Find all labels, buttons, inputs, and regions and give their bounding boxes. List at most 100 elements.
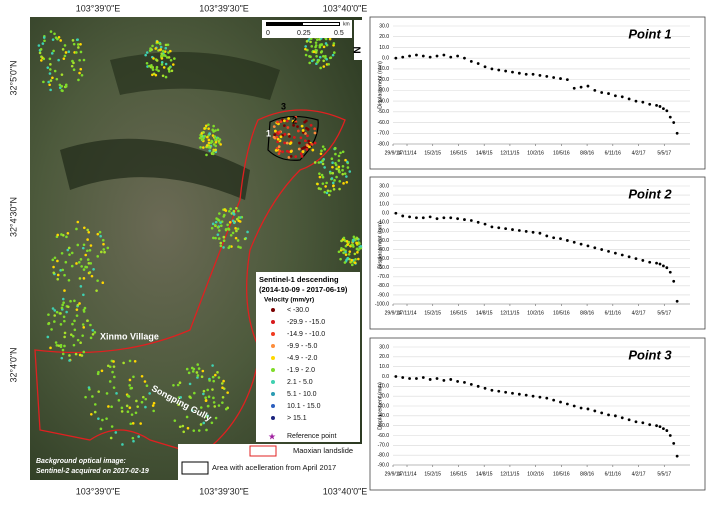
ps-dot bbox=[332, 184, 335, 188]
ps-dot bbox=[211, 388, 214, 391]
data-point bbox=[662, 264, 665, 268]
ps-dot bbox=[350, 263, 354, 267]
ps-dot bbox=[78, 277, 82, 280]
data-point bbox=[586, 407, 590, 411]
legend-class-label: -9.9 - -5.0 bbox=[287, 343, 317, 350]
ps-dot bbox=[61, 48, 65, 51]
ps-dot bbox=[130, 413, 134, 416]
ps-dot bbox=[87, 230, 91, 234]
ps-dot bbox=[274, 149, 278, 152]
ps-dot bbox=[89, 262, 93, 265]
ps-dot bbox=[72, 42, 76, 46]
ps-dot bbox=[148, 392, 151, 395]
north-arrow: N bbox=[353, 46, 364, 53]
ps-dot bbox=[353, 252, 357, 256]
ps-dot bbox=[53, 309, 57, 312]
data-point bbox=[476, 62, 480, 65]
ps-dot bbox=[308, 61, 311, 65]
ps-dot bbox=[305, 40, 309, 43]
ps-dot bbox=[110, 425, 114, 428]
data-point bbox=[469, 219, 473, 222]
ps-dot bbox=[63, 44, 67, 47]
x-tick-label: 6/11/16 bbox=[605, 310, 622, 316]
y-tick-label: 0.0 bbox=[382, 211, 389, 217]
x-tick-label: 16/5/15 bbox=[450, 150, 467, 156]
data-point bbox=[483, 222, 487, 226]
ps-dot bbox=[332, 187, 336, 191]
legend-swatch bbox=[271, 416, 275, 420]
ps-dot bbox=[202, 131, 205, 134]
ps-dot bbox=[160, 52, 163, 56]
ps-dot bbox=[99, 427, 103, 431]
y-tick-label: 30.0 bbox=[379, 344, 389, 350]
ps-dot bbox=[333, 51, 336, 54]
ps-dot bbox=[301, 150, 305, 154]
ps-dot bbox=[331, 161, 334, 165]
ps-dot bbox=[212, 396, 215, 400]
ps-dot bbox=[217, 237, 221, 240]
ps-dot bbox=[81, 334, 84, 337]
ps-dot bbox=[99, 234, 102, 238]
x-tick-label: 6/11/16 bbox=[605, 150, 622, 156]
ps-dot bbox=[322, 59, 325, 63]
legend-class-label: 10.1 - 15.0 bbox=[287, 403, 321, 410]
ps-dot bbox=[318, 175, 322, 179]
ps-dot bbox=[65, 310, 68, 314]
ps-dot bbox=[216, 371, 219, 374]
data-point bbox=[497, 389, 501, 393]
ps-dot bbox=[346, 160, 349, 164]
ps-dot bbox=[46, 335, 50, 339]
ps-dot bbox=[291, 120, 295, 123]
ps-dot bbox=[53, 320, 56, 323]
ps-dot bbox=[93, 331, 97, 334]
ps-dot bbox=[348, 170, 352, 173]
ps-dot bbox=[330, 157, 334, 160]
ps-dot bbox=[322, 45, 326, 49]
x-tick-label: 5/5/17 bbox=[657, 310, 671, 316]
y-tick-label: 10.0 bbox=[379, 364, 389, 370]
ps-dot bbox=[310, 143, 314, 146]
ps-dot bbox=[59, 345, 63, 349]
ps-dot bbox=[96, 279, 99, 282]
ps-dot bbox=[340, 247, 343, 250]
ps-dot bbox=[357, 257, 360, 261]
ps-dot bbox=[342, 182, 345, 185]
ps-dot bbox=[42, 36, 46, 39]
ps-dot bbox=[320, 43, 324, 46]
ps-dot bbox=[126, 410, 130, 414]
ps-dot bbox=[96, 232, 100, 236]
place-name: Xinmo Village bbox=[100, 331, 159, 341]
ps-dot bbox=[151, 68, 155, 71]
ps-dot bbox=[185, 367, 189, 371]
ps-dot bbox=[75, 314, 79, 317]
ps-dot bbox=[217, 404, 221, 407]
ps-dot bbox=[128, 378, 132, 382]
ps-dot bbox=[160, 61, 164, 64]
y-tick-label: 20.0 bbox=[379, 34, 389, 40]
ps-dot bbox=[234, 227, 237, 230]
ps-dot bbox=[54, 341, 58, 344]
x-tick-label: 10/2/16 bbox=[527, 310, 544, 316]
ps-dot bbox=[161, 74, 165, 78]
y-tick-label: -50.0 bbox=[378, 109, 390, 115]
y-tick-label: -10.0 bbox=[378, 220, 390, 226]
ps-dot bbox=[213, 405, 217, 408]
ps-dot bbox=[202, 392, 205, 396]
ps-dot bbox=[169, 58, 173, 62]
ps-dot bbox=[327, 62, 331, 66]
data-point bbox=[421, 216, 425, 220]
legend-landslide: Maoxian landslide bbox=[293, 446, 353, 455]
lat-label: 32°4'30"N bbox=[8, 197, 18, 237]
ps-dot bbox=[186, 426, 190, 430]
ps-dot bbox=[145, 51, 149, 54]
ps-dot bbox=[125, 404, 129, 408]
ps-dot bbox=[58, 83, 62, 87]
ps-dot bbox=[61, 348, 65, 352]
ps-dot bbox=[62, 315, 66, 319]
y-axis-label: Displacement (mm) bbox=[377, 221, 383, 269]
ps-dot bbox=[103, 250, 106, 254]
legend-landslide-swatch bbox=[249, 445, 277, 457]
ps-dot bbox=[212, 236, 215, 240]
data-point bbox=[620, 253, 624, 257]
data-point bbox=[600, 248, 604, 251]
